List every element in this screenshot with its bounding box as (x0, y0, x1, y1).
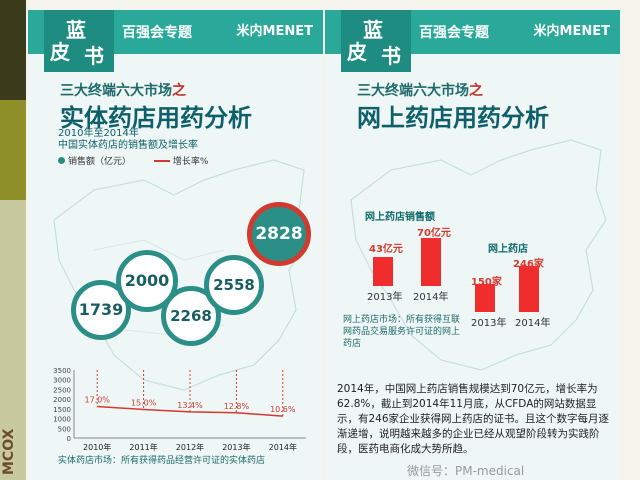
growth-series-line (97, 405, 283, 417)
sidebar-mid-band (0, 100, 26, 200)
china-map-outline (350, 139, 607, 371)
bar-category-label: 2014年 (413, 292, 449, 303)
summary-paragraph: 2014年，中国网上药店销售规模达到70亿元，增长率为62.8%，截止到2014… (337, 383, 610, 455)
footnote: 网上药店市场：所有获得互联网药品交易服务许可证的网上药店 (343, 315, 461, 349)
y-tick-label: 3000 (53, 377, 71, 385)
bar (373, 256, 393, 286)
bar-value-label: 70亿元 (417, 228, 451, 239)
x-tick-label: 2013年 (222, 442, 250, 452)
bar-category-label: 2013年 (367, 292, 403, 303)
header-title: 百强会专题 (419, 25, 489, 41)
page-title: 实体药店用药分析 (60, 104, 252, 132)
sidebar-top-band (0, 0, 26, 100)
y-tick-label: 0 (67, 435, 71, 443)
kicker: 三大终端六大市场之 (357, 83, 483, 99)
y-tick-label: 3500 (53, 367, 71, 375)
header-brand: 米内MENET (236, 24, 313, 39)
x-tick-label: 2012年 (176, 442, 204, 452)
growth-data-label: 13.4% (177, 401, 203, 410)
bar-value-label: 246家 (513, 259, 544, 270)
bar (475, 283, 495, 312)
chart-subtitle: 2010年至2014年 中国实体药店的销售额及增长率 (58, 128, 198, 151)
badge-char: 书 (84, 44, 104, 68)
bar (421, 238, 441, 286)
header-brand: 米内MENET (533, 24, 610, 39)
bluebook-badge: 蓝 皮 书 (44, 10, 114, 72)
badge-char: 书 (381, 44, 401, 68)
bar-category-label: 2014年 (515, 318, 551, 329)
x-tick-label: 2011年 (129, 442, 157, 452)
sidebar-logo: MCOX (1, 428, 17, 475)
badge-char: 蓝 (66, 18, 86, 42)
y-tick-label: 2000 (53, 396, 71, 404)
y-tick-label: 2500 (53, 386, 71, 394)
kicker: 三大终端六大市场之 (60, 83, 186, 99)
bluebook-badge: 蓝 皮 书 (341, 10, 411, 72)
bar (519, 266, 539, 312)
footnote: 实体药店市场：所有获得药品经营许可证的实体药店 (58, 456, 266, 466)
growth-data-label: 10.6% (270, 405, 296, 414)
sales-bubble-highlight: 2828 (247, 202, 311, 266)
badge-char: 皮 (50, 40, 70, 64)
header-title: 百强会专题 (122, 25, 192, 41)
wechat-watermark: 微信号：PM-medical (407, 464, 525, 478)
x-tick-label: 2010年 (83, 442, 111, 452)
x-tick-label: 2014年 (269, 442, 297, 452)
growth-data-label: 12.8% (224, 402, 250, 411)
panel-online-pharmacy: 百强会专题 米内MENET 蓝 皮 书 三大终端六大市场之 网上药店用药分析 网… (325, 10, 620, 480)
bar-value-label: 43亿元 (369, 244, 403, 255)
sales-bubble: 1739 (71, 280, 131, 340)
bar-category-label: 2013年 (471, 318, 507, 329)
growth-data-label: 17.0% (84, 396, 110, 405)
legend-line-icon (153, 159, 170, 162)
sales-chart-title: 网上药店销售额 (365, 212, 435, 223)
sales-bubble: 2558 (204, 255, 264, 315)
y-tick-label: 500 (58, 425, 71, 433)
y-tick-label: 1500 (53, 406, 71, 414)
badge-char: 蓝 (363, 18, 383, 42)
page-title: 网上药店用药分析 (357, 104, 549, 132)
panel-physical-pharmacy: 百强会专题 米内MENET 蓝 皮 书 三大终端六大市场之 实体药店用药分析 2… (28, 10, 323, 480)
chart-legend: 销售额（亿元） 增长率% (58, 154, 208, 167)
stores-chart-title: 网上药店 (488, 244, 528, 255)
legend-dot-icon (58, 157, 65, 164)
badge-char: 皮 (347, 40, 367, 64)
slide-sidebar: MCOX (0, 0, 26, 480)
y-tick-label: 1000 (53, 416, 71, 424)
growth-data-label: 15.0% (131, 399, 157, 408)
bar-value-label: 150家 (471, 277, 502, 288)
